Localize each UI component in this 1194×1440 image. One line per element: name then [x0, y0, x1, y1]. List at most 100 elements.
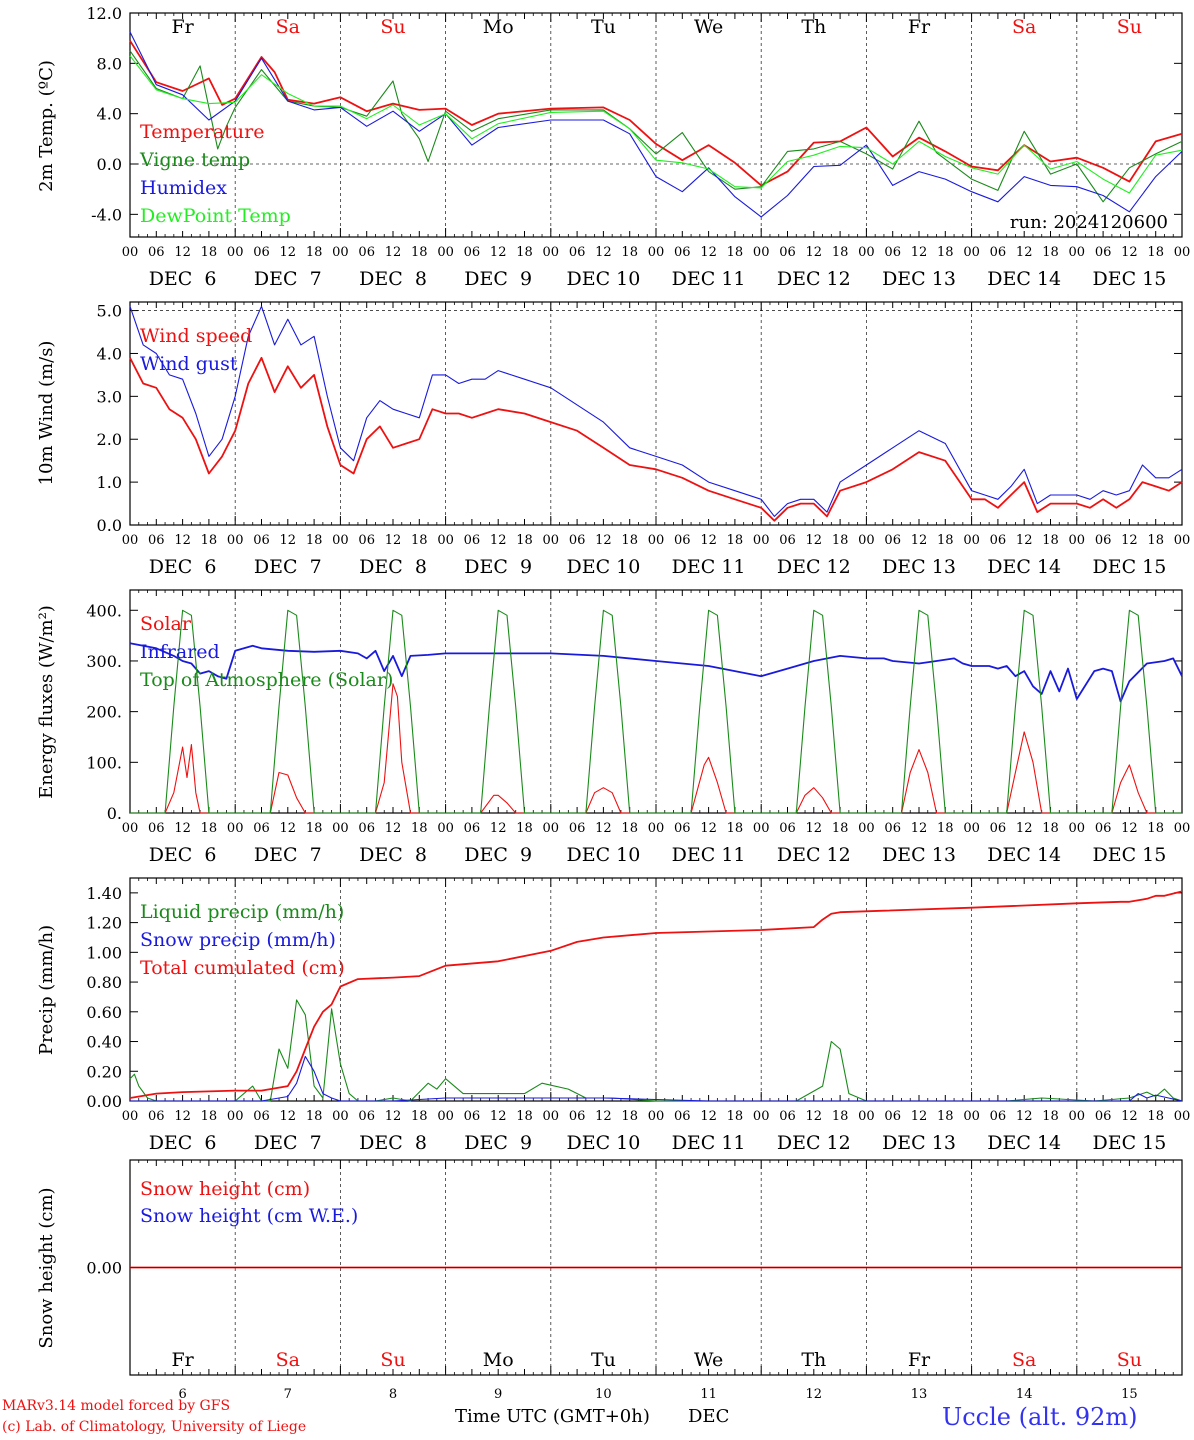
- hour-label: 12: [1121, 821, 1138, 836]
- hour-label: 12: [490, 821, 507, 836]
- hour-label: 12: [385, 821, 402, 836]
- hour-label: 12: [700, 533, 717, 548]
- hour-label: 12: [911, 245, 928, 260]
- legend-entry: Vigne temp: [139, 149, 250, 171]
- hour-label: 18: [1147, 245, 1164, 260]
- hour-label: 18: [516, 821, 533, 836]
- hour-label: 18: [201, 245, 218, 260]
- hour-label: 00: [543, 1109, 560, 1124]
- y-tick-label: 1.0: [97, 473, 122, 492]
- date-label: DEC 7: [254, 268, 322, 290]
- hour-label: 18: [937, 821, 954, 836]
- weekday-label: Sa: [1012, 16, 1036, 38]
- hour-label: 00: [963, 821, 980, 836]
- hour-label: 00: [1174, 245, 1191, 260]
- y-tick-label: 12.0: [86, 4, 122, 23]
- station-name: Uccle (alt. 92m): [942, 1403, 1138, 1431]
- hour-label: 06: [990, 533, 1007, 548]
- date-label: DEC 11: [672, 844, 746, 866]
- y-axis-title: Energy fluxes (W/m²): [36, 605, 57, 799]
- hour-label: 00: [437, 821, 454, 836]
- hour-label: 00: [122, 1109, 139, 1124]
- day-number: 15: [1121, 1387, 1138, 1402]
- hour-label: 00: [122, 821, 139, 836]
- hour-label: 18: [832, 1109, 849, 1124]
- hour-label: 18: [306, 245, 323, 260]
- hour-label: 00: [648, 821, 665, 836]
- hour-label: 00: [227, 821, 244, 836]
- y-tick-label: 4.0: [97, 105, 122, 124]
- day-number: 11: [700, 1387, 717, 1402]
- weekday-label: Sa: [1012, 1349, 1036, 1371]
- weekday-label: Su: [1117, 1349, 1142, 1371]
- date-label: DEC 10: [566, 844, 640, 866]
- model-credit: MARv3.14 model forced by GFS: [2, 1398, 231, 1414]
- legend-entry: Wind speed: [140, 325, 252, 347]
- hour-label: 12: [174, 821, 191, 836]
- date-label: DEC 9: [464, 1132, 532, 1154]
- series-line-infrared: [129, 642, 1183, 703]
- hour-label: 00: [437, 1109, 454, 1124]
- legend-entry: Snow precip (mm/h): [140, 929, 336, 951]
- hour-label: 00: [858, 821, 875, 836]
- y-tick-label: 0.00: [86, 1092, 122, 1111]
- weekday-label: We: [694, 1349, 723, 1371]
- hour-label: 06: [358, 533, 375, 548]
- hour-label: 18: [1042, 821, 1059, 836]
- hour-label: 00: [1069, 245, 1086, 260]
- date-label: DEC 9: [464, 844, 532, 866]
- date-label: DEC 6: [149, 268, 217, 290]
- hour-label: 18: [621, 245, 638, 260]
- hour-label: 12: [1121, 533, 1138, 548]
- hour-label: 12: [806, 533, 823, 548]
- hour-label: 12: [595, 245, 612, 260]
- hour-label: 00: [437, 533, 454, 548]
- date-label: DEC 13: [882, 268, 956, 290]
- date-label: DEC 14: [987, 1132, 1061, 1154]
- hour-label: 18: [621, 1109, 638, 1124]
- y-tick-label: 0.0: [97, 516, 122, 535]
- series-line-snow-precip-mm-h-: [130, 1055, 1183, 1102]
- hour-label: 00: [332, 245, 349, 260]
- hour-label: 12: [385, 1109, 402, 1124]
- hour-label: 06: [990, 821, 1007, 836]
- date-label: DEC 10: [566, 268, 640, 290]
- hour-label: 18: [937, 1109, 954, 1124]
- y-tick-label: 1.40: [86, 884, 122, 903]
- date-label: DEC 7: [254, 1132, 322, 1154]
- hour-label: 06: [253, 533, 270, 548]
- date-label: DEC 6: [149, 1132, 217, 1154]
- hour-label: 06: [464, 245, 481, 260]
- series-line-dewpoint-temp: [129, 55, 1183, 194]
- weekday-label: Fr: [171, 16, 194, 38]
- hour-label: 12: [806, 245, 823, 260]
- hour-label: 06: [884, 245, 901, 260]
- hour-label: 12: [806, 821, 823, 836]
- day-number: 7: [284, 1387, 292, 1402]
- hour-label: 18: [727, 533, 744, 548]
- hour-label: 00: [753, 1109, 770, 1124]
- hour-label: 18: [201, 1109, 218, 1124]
- weekday-label: Fr: [171, 1349, 194, 1371]
- hour-label: 06: [148, 245, 165, 260]
- hour-label: 06: [569, 821, 586, 836]
- hour-label: 12: [174, 1109, 191, 1124]
- date-label: DEC 14: [987, 556, 1061, 578]
- hour-label: 00: [858, 533, 875, 548]
- day-number: 8: [389, 1387, 397, 1402]
- day-number: 10: [595, 1387, 612, 1402]
- hour-label: 06: [464, 821, 481, 836]
- y-tick-label: 0.0: [97, 155, 122, 174]
- hour-label: 00: [648, 1109, 665, 1124]
- hour-label: 12: [490, 1109, 507, 1124]
- hour-label: 00: [1174, 533, 1191, 548]
- date-label: DEC 8: [359, 556, 427, 578]
- hour-label: 00: [753, 821, 770, 836]
- date-label: DEC 8: [359, 1132, 427, 1154]
- hour-label: 12: [1121, 1109, 1138, 1124]
- y-tick-label: 4.0: [97, 344, 122, 363]
- day-number: 12: [806, 1387, 823, 1402]
- y-tick-label: 0.: [107, 804, 122, 823]
- hour-label: 18: [621, 533, 638, 548]
